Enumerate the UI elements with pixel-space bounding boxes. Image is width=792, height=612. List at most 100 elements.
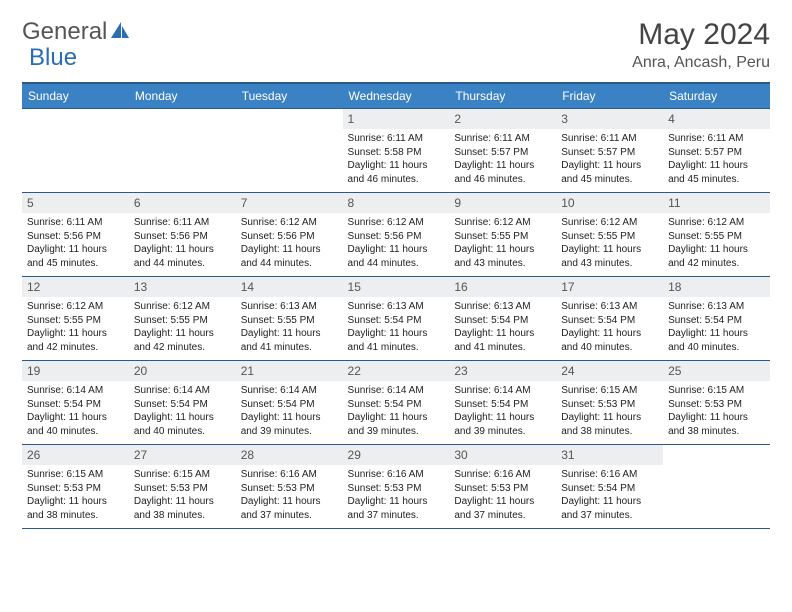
location-text: Anra, Ancash, Peru xyxy=(632,54,770,72)
day-number: 19 xyxy=(22,361,129,381)
day-number: 20 xyxy=(129,361,236,381)
calendar-day-cell: 4Sunrise: 6:11 AMSunset: 5:57 PMDaylight… xyxy=(663,109,770,193)
calendar-day-cell: 27Sunrise: 6:15 AMSunset: 5:53 PMDayligh… xyxy=(129,445,236,529)
calendar-day-cell: 17Sunrise: 6:13 AMSunset: 5:54 PMDayligh… xyxy=(556,277,663,361)
calendar-day-cell: 9Sunrise: 6:12 AMSunset: 5:55 PMDaylight… xyxy=(449,193,556,277)
brand-word1: General xyxy=(22,18,107,46)
day-details: Sunrise: 6:12 AMSunset: 5:56 PMDaylight:… xyxy=(236,213,343,276)
calendar-body: 1Sunrise: 6:11 AMSunset: 5:58 PMDaylight… xyxy=(22,109,770,529)
day-details: Sunrise: 6:11 AMSunset: 5:56 PMDaylight:… xyxy=(129,213,236,276)
day-number: 25 xyxy=(663,361,770,381)
month-title: May 2024 xyxy=(632,18,770,52)
day-number: 14 xyxy=(236,277,343,297)
day-details: Sunrise: 6:14 AMSunset: 5:54 PMDaylight:… xyxy=(449,381,556,444)
day-details: Sunrise: 6:14 AMSunset: 5:54 PMDaylight:… xyxy=(343,381,450,444)
calendar-day-cell xyxy=(22,109,129,193)
day-details: Sunrise: 6:13 AMSunset: 5:54 PMDaylight:… xyxy=(343,297,450,360)
calendar-day-cell: 29Sunrise: 6:16 AMSunset: 5:53 PMDayligh… xyxy=(343,445,450,529)
calendar-day-cell: 7Sunrise: 6:12 AMSunset: 5:56 PMDaylight… xyxy=(236,193,343,277)
day-number: 15 xyxy=(343,277,450,297)
day-details: Sunrise: 6:12 AMSunset: 5:55 PMDaylight:… xyxy=(556,213,663,276)
day-details: Sunrise: 6:13 AMSunset: 5:54 PMDaylight:… xyxy=(663,297,770,360)
day-number: 16 xyxy=(449,277,556,297)
brand-logo: General xyxy=(22,18,133,46)
day-number: 4 xyxy=(663,109,770,129)
day-details: Sunrise: 6:13 AMSunset: 5:54 PMDaylight:… xyxy=(556,297,663,360)
day-number: 5 xyxy=(22,193,129,213)
day-number: 6 xyxy=(129,193,236,213)
calendar-table: SundayMondayTuesdayWednesdayThursdayFrid… xyxy=(22,82,770,529)
day-number: 3 xyxy=(556,109,663,129)
day-number: 11 xyxy=(663,193,770,213)
day-details: Sunrise: 6:13 AMSunset: 5:54 PMDaylight:… xyxy=(449,297,556,360)
calendar-day-cell: 8Sunrise: 6:12 AMSunset: 5:56 PMDaylight… xyxy=(343,193,450,277)
day-details: Sunrise: 6:16 AMSunset: 5:53 PMDaylight:… xyxy=(449,465,556,528)
day-details: Sunrise: 6:11 AMSunset: 5:57 PMDaylight:… xyxy=(663,129,770,192)
calendar-day-cell: 10Sunrise: 6:12 AMSunset: 5:55 PMDayligh… xyxy=(556,193,663,277)
weekday-header: Thursday xyxy=(449,83,556,109)
calendar-day-cell: 13Sunrise: 6:12 AMSunset: 5:55 PMDayligh… xyxy=(129,277,236,361)
brand-word2-wrap: Blue xyxy=(29,44,77,72)
day-number: 8 xyxy=(343,193,450,213)
weekday-header: Sunday xyxy=(22,83,129,109)
day-details: Sunrise: 6:11 AMSunset: 5:56 PMDaylight:… xyxy=(22,213,129,276)
day-number: 9 xyxy=(449,193,556,213)
day-details: Sunrise: 6:15 AMSunset: 5:53 PMDaylight:… xyxy=(22,465,129,528)
calendar-day-cell: 5Sunrise: 6:11 AMSunset: 5:56 PMDaylight… xyxy=(22,193,129,277)
weekday-header: Saturday xyxy=(663,83,770,109)
day-details: Sunrise: 6:15 AMSunset: 5:53 PMDaylight:… xyxy=(663,381,770,444)
day-details: Sunrise: 6:14 AMSunset: 5:54 PMDaylight:… xyxy=(236,381,343,444)
calendar-day-cell: 28Sunrise: 6:16 AMSunset: 5:53 PMDayligh… xyxy=(236,445,343,529)
calendar-week-row: 12Sunrise: 6:12 AMSunset: 5:55 PMDayligh… xyxy=(22,277,770,361)
calendar-day-cell: 15Sunrise: 6:13 AMSunset: 5:54 PMDayligh… xyxy=(343,277,450,361)
calendar-day-cell: 6Sunrise: 6:11 AMSunset: 5:56 PMDaylight… xyxy=(129,193,236,277)
weekday-header: Monday xyxy=(129,83,236,109)
day-number: 23 xyxy=(449,361,556,381)
calendar-day-cell: 20Sunrise: 6:14 AMSunset: 5:54 PMDayligh… xyxy=(129,361,236,445)
day-number: 29 xyxy=(343,445,450,465)
calendar-day-cell: 21Sunrise: 6:14 AMSunset: 5:54 PMDayligh… xyxy=(236,361,343,445)
calendar-day-cell: 26Sunrise: 6:15 AMSunset: 5:53 PMDayligh… xyxy=(22,445,129,529)
day-number: 31 xyxy=(556,445,663,465)
day-details: Sunrise: 6:14 AMSunset: 5:54 PMDaylight:… xyxy=(129,381,236,444)
day-details: Sunrise: 6:13 AMSunset: 5:55 PMDaylight:… xyxy=(236,297,343,360)
calendar-day-cell: 31Sunrise: 6:16 AMSunset: 5:54 PMDayligh… xyxy=(556,445,663,529)
calendar-day-cell xyxy=(663,445,770,529)
calendar-week-row: 1Sunrise: 6:11 AMSunset: 5:58 PMDaylight… xyxy=(22,109,770,193)
day-number: 18 xyxy=(663,277,770,297)
day-details: Sunrise: 6:14 AMSunset: 5:54 PMDaylight:… xyxy=(22,381,129,444)
day-number: 24 xyxy=(556,361,663,381)
weekday-header: Wednesday xyxy=(343,83,450,109)
calendar-day-cell: 23Sunrise: 6:14 AMSunset: 5:54 PMDayligh… xyxy=(449,361,556,445)
calendar-week-row: 5Sunrise: 6:11 AMSunset: 5:56 PMDaylight… xyxy=(22,193,770,277)
day-number: 28 xyxy=(236,445,343,465)
day-number: 2 xyxy=(449,109,556,129)
day-number: 30 xyxy=(449,445,556,465)
day-details: Sunrise: 6:11 AMSunset: 5:57 PMDaylight:… xyxy=(449,129,556,192)
day-details: Sunrise: 6:11 AMSunset: 5:58 PMDaylight:… xyxy=(343,129,450,192)
day-number: 26 xyxy=(22,445,129,465)
day-details: Sunrise: 6:16 AMSunset: 5:53 PMDaylight:… xyxy=(236,465,343,528)
day-number: 7 xyxy=(236,193,343,213)
calendar-week-row: 19Sunrise: 6:14 AMSunset: 5:54 PMDayligh… xyxy=(22,361,770,445)
calendar-day-cell: 14Sunrise: 6:13 AMSunset: 5:55 PMDayligh… xyxy=(236,277,343,361)
day-number: 10 xyxy=(556,193,663,213)
day-number: 13 xyxy=(129,277,236,297)
day-number: 22 xyxy=(343,361,450,381)
day-details: Sunrise: 6:12 AMSunset: 5:55 PMDaylight:… xyxy=(449,213,556,276)
calendar-day-cell: 22Sunrise: 6:14 AMSunset: 5:54 PMDayligh… xyxy=(343,361,450,445)
weekday-row: SundayMondayTuesdayWednesdayThursdayFrid… xyxy=(22,83,770,109)
day-details: Sunrise: 6:15 AMSunset: 5:53 PMDaylight:… xyxy=(129,465,236,528)
calendar-day-cell: 19Sunrise: 6:14 AMSunset: 5:54 PMDayligh… xyxy=(22,361,129,445)
calendar-day-cell: 1Sunrise: 6:11 AMSunset: 5:58 PMDaylight… xyxy=(343,109,450,193)
day-details: Sunrise: 6:16 AMSunset: 5:53 PMDaylight:… xyxy=(343,465,450,528)
day-details: Sunrise: 6:16 AMSunset: 5:54 PMDaylight:… xyxy=(556,465,663,528)
day-details: Sunrise: 6:15 AMSunset: 5:53 PMDaylight:… xyxy=(556,381,663,444)
brand-word2: Blue xyxy=(29,44,77,71)
calendar-day-cell xyxy=(236,109,343,193)
day-details: Sunrise: 6:11 AMSunset: 5:57 PMDaylight:… xyxy=(556,129,663,192)
day-details: Sunrise: 6:12 AMSunset: 5:55 PMDaylight:… xyxy=(22,297,129,360)
day-number: 17 xyxy=(556,277,663,297)
day-details: Sunrise: 6:12 AMSunset: 5:55 PMDaylight:… xyxy=(663,213,770,276)
calendar-day-cell: 12Sunrise: 6:12 AMSunset: 5:55 PMDayligh… xyxy=(22,277,129,361)
